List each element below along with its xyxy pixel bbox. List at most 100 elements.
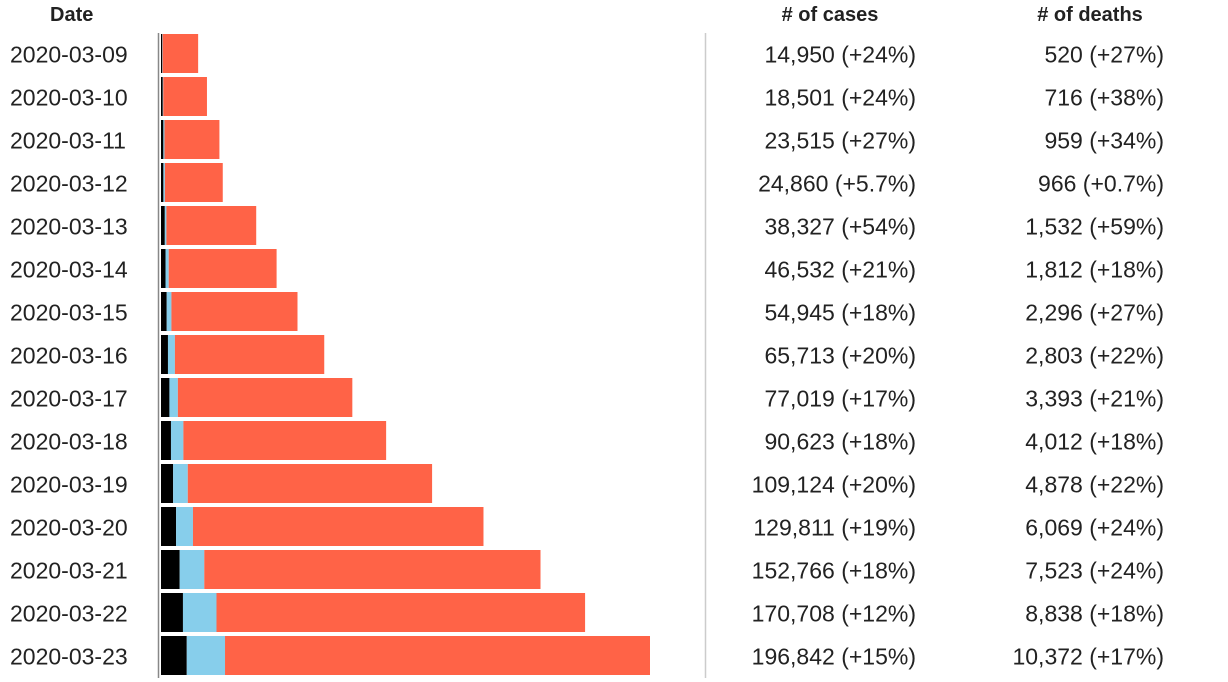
bar-segment-active xyxy=(162,34,199,73)
bar-segment-deaths xyxy=(161,550,180,589)
deaths-value: 959 (+34%) xyxy=(1044,128,1164,154)
bar-segment-recovered xyxy=(173,464,188,503)
deaths-value: 8,838 (+18%) xyxy=(1025,601,1164,627)
bar-segment-active xyxy=(164,163,223,202)
deaths-value: 4,878 (+22%) xyxy=(1025,472,1164,498)
data-row: 2020-03-12 24,860 (+5.7%) 966 (+0.7%) xyxy=(10,163,1164,202)
bar-segment-recovered xyxy=(163,163,165,202)
data-row: 2020-03-17 77,019 (+17%) 3,393 (+21%) xyxy=(10,378,1164,417)
bar-segment-deaths xyxy=(161,206,165,245)
cases-value: 23,515 (+27%) xyxy=(764,128,916,154)
deaths-value: 2,803 (+22%) xyxy=(1025,343,1164,369)
bar-segment-deaths xyxy=(161,593,183,632)
cases-value: 24,860 (+5.7%) xyxy=(758,171,916,197)
bar-segment-deaths xyxy=(161,34,163,73)
bar-segment-active xyxy=(204,550,541,589)
date-column-header: Date xyxy=(50,4,94,26)
data-row: 2020-03-16 65,713 (+20%) 2,803 (+22%) xyxy=(10,335,1164,374)
date-label: 2020-03-12 xyxy=(10,171,128,197)
bar-segment-recovered xyxy=(163,120,165,159)
bar-segment-active xyxy=(192,507,484,546)
bar-segment-recovered xyxy=(186,636,226,675)
bar-segment-active xyxy=(171,292,298,331)
date-label: 2020-03-17 xyxy=(10,386,128,412)
data-row: 2020-03-18 90,623 (+18%) 4,012 (+18%) xyxy=(10,421,1164,460)
date-label: 2020-03-23 xyxy=(10,644,128,670)
bar-segment-deaths xyxy=(161,249,166,288)
cases-value: 170,708 (+12%) xyxy=(752,601,916,627)
bar-segment-active xyxy=(166,206,257,245)
date-label: 2020-03-19 xyxy=(10,472,128,498)
cases-value: 54,945 (+18%) xyxy=(764,300,916,326)
data-row: 2020-03-13 38,327 (+54%) 1,532 (+59%) xyxy=(10,206,1164,245)
date-label: 2020-03-16 xyxy=(10,343,128,369)
date-label: 2020-03-11 xyxy=(10,128,126,154)
date-label: 2020-03-21 xyxy=(10,558,128,584)
cases-column-header: # of cases xyxy=(781,4,879,26)
date-label: 2020-03-15 xyxy=(10,300,128,326)
bar-segment-active xyxy=(164,120,220,159)
data-row: 2020-03-19 109,124 (+20%) 4,878 (+22%) xyxy=(10,464,1164,503)
deaths-value: 1,532 (+59%) xyxy=(1025,214,1164,240)
deaths-value: 6,069 (+24%) xyxy=(1025,515,1164,541)
bar-segment-recovered xyxy=(162,77,164,116)
cases-value: 65,713 (+20%) xyxy=(764,343,916,369)
bar-segment-deaths xyxy=(161,335,168,374)
bar-segment-active xyxy=(168,249,277,288)
date-label: 2020-03-13 xyxy=(10,214,128,240)
bar-segment-deaths xyxy=(161,163,164,202)
bar-segment-deaths xyxy=(161,464,174,503)
deaths-value: 2,296 (+27%) xyxy=(1025,300,1164,326)
bar-segment-recovered xyxy=(166,292,172,331)
cases-value: 18,501 (+24%) xyxy=(764,85,916,111)
deaths-value: 716 (+38%) xyxy=(1044,85,1164,111)
deaths-value: 4,012 (+18%) xyxy=(1025,429,1164,455)
deaths-column-header: # of deaths xyxy=(1037,4,1143,26)
data-row: 2020-03-22 170,708 (+12%) 8,838 (+18%) xyxy=(10,593,1164,632)
bar-segment-deaths xyxy=(161,292,167,331)
bar-segment-recovered xyxy=(164,206,167,245)
deaths-value: 7,523 (+24%) xyxy=(1025,558,1164,584)
date-label: 2020-03-22 xyxy=(10,601,128,627)
bar-segment-recovered xyxy=(169,378,178,417)
cases-value: 38,327 (+54%) xyxy=(764,214,916,240)
date-label: 2020-03-10 xyxy=(10,85,128,111)
bar-segment-recovered xyxy=(182,593,217,632)
data-row: 2020-03-15 54,945 (+18%) 2,296 (+27%) xyxy=(10,292,1164,331)
bar-segment-recovered xyxy=(176,507,193,546)
bar-segment-active xyxy=(163,77,207,116)
bar-segment-deaths xyxy=(161,507,177,546)
cases-value: 152,766 (+18%) xyxy=(752,558,916,584)
deaths-value: 966 (+0.7%) xyxy=(1038,171,1164,197)
data-row: 2020-03-20 129,811 (+19%) 6,069 (+24%) xyxy=(10,507,1164,546)
data-row: 2020-03-14 46,532 (+21%) 1,812 (+18%) xyxy=(10,249,1164,288)
cases-value: 90,623 (+18%) xyxy=(764,429,916,455)
bar-segment-active xyxy=(187,464,433,503)
cases-value: 77,019 (+17%) xyxy=(764,386,916,412)
bar-segment-deaths xyxy=(161,378,170,417)
data-row: 2020-03-21 152,766 (+18%) 7,523 (+24%) xyxy=(10,550,1164,589)
deaths-value: 520 (+27%) xyxy=(1044,42,1164,68)
data-row: 2020-03-11 23,515 (+27%) 959 (+34%) xyxy=(10,120,1164,159)
bar-segment-active xyxy=(183,421,387,460)
bar-segment-deaths xyxy=(161,120,164,159)
bar-segment-deaths xyxy=(161,77,163,116)
deaths-value: 10,372 (+17%) xyxy=(1012,644,1164,670)
bar-segment-active xyxy=(216,593,586,632)
bar-segment-deaths xyxy=(161,421,171,460)
date-label: 2020-03-14 xyxy=(10,257,128,283)
cases-value: 14,950 (+24%) xyxy=(764,42,916,68)
bar-segment-recovered xyxy=(179,550,205,589)
bar-segment-recovered xyxy=(170,421,184,460)
data-row: 2020-03-10 18,501 (+24%) 716 (+38%) xyxy=(10,77,1164,116)
date-label: 2020-03-18 xyxy=(10,429,128,455)
deaths-value: 3,393 (+21%) xyxy=(1025,386,1164,412)
data-row: 2020-03-23 196,842 (+15%) 10,372 (+17%) xyxy=(10,636,1164,675)
cases-value: 196,842 (+15%) xyxy=(752,644,916,670)
cases-value: 109,124 (+20%) xyxy=(752,472,916,498)
date-label: 2020-03-20 xyxy=(10,515,128,541)
bar-segment-deaths xyxy=(161,636,187,675)
deaths-value: 1,812 (+18%) xyxy=(1025,257,1164,283)
bar-segment-recovered xyxy=(167,335,175,374)
